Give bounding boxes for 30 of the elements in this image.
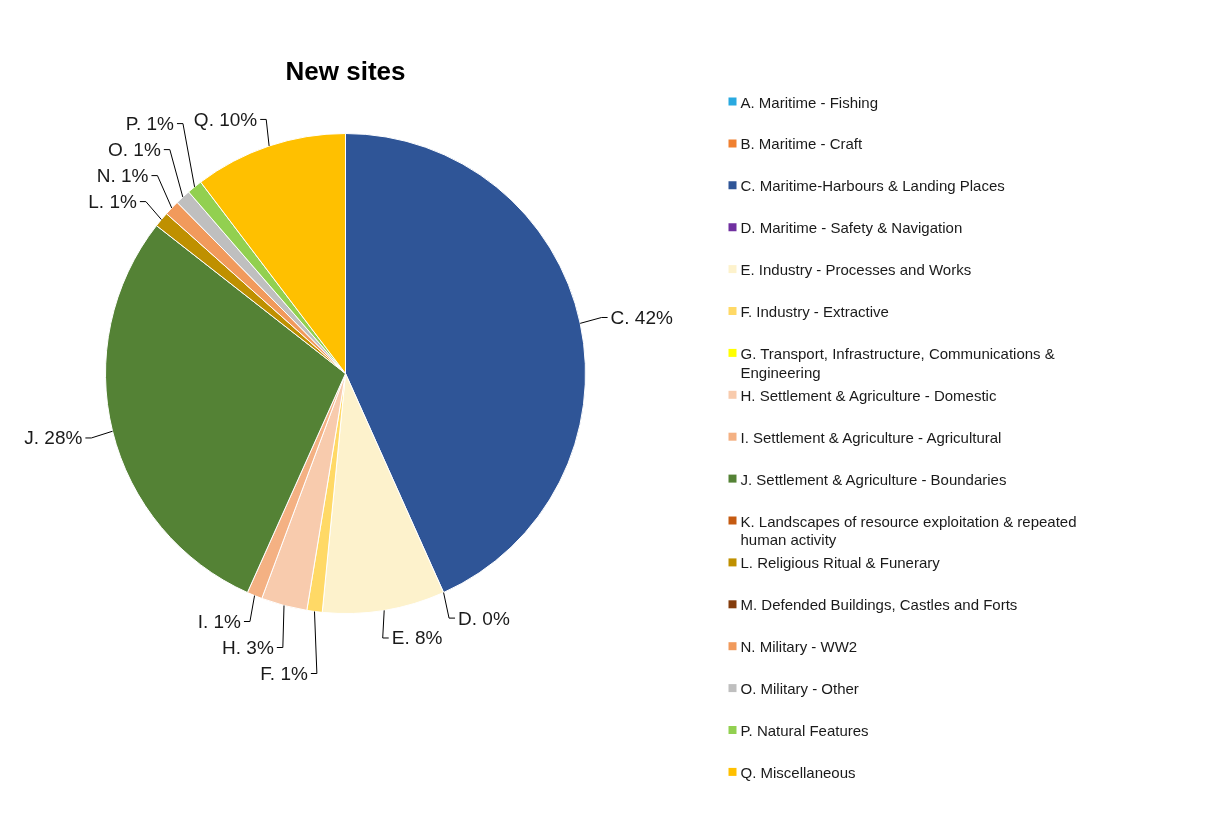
text: D. 0% xyxy=(458,607,510,629)
legend-label: L. Religious Ritual & Funerary xyxy=(740,554,941,572)
legend-label: Q. Miscellaneous xyxy=(740,763,856,781)
legend-label: M. Defended Buildings, Castles and Forts xyxy=(740,596,1018,614)
legend-label: C. Maritime-Harbours & Landing Places xyxy=(740,177,1005,195)
legend-label: G. Transport, Infrastructure, Communications & Engineering xyxy=(740,344,1055,381)
legend-label: P. Natural Features xyxy=(740,722,869,739)
data-label: F. 1% xyxy=(260,663,308,685)
legend-label: E. Industry - Processes and Works xyxy=(740,261,972,279)
data-label: N. 1% xyxy=(96,165,149,187)
legend-label: A. Maritime - Fishing xyxy=(740,93,879,111)
data-label: H. 3% xyxy=(222,637,274,659)
data-label: P. 1% xyxy=(125,113,175,135)
legend-label: O. Military - Other xyxy=(740,680,859,698)
legend-label: B. Maritime - Craft xyxy=(740,135,864,153)
legend-label: J. Settlement & Agriculture - Boundaries xyxy=(740,470,1007,488)
chart-title: New sites xyxy=(285,55,406,86)
legend-label: F. Industry - Extractive xyxy=(740,303,889,320)
legend-label: N. Military - WW2 xyxy=(740,638,858,656)
data-label: E. 8% xyxy=(391,627,443,649)
legend-label: H. Settlement & Agriculture - Domestic xyxy=(740,386,997,404)
legend-label: D. Maritime - Safety & Navigation xyxy=(740,219,963,237)
data-label: O. 1% xyxy=(108,139,161,161)
data-label: I. 1% xyxy=(197,611,242,633)
legend-label: K. Landscapes of resource exploitation & repeated human activity xyxy=(740,512,1077,549)
data-label: Q. 10% xyxy=(193,108,258,130)
legend-label: I. Settlement & Agriculture - Agricultural xyxy=(740,428,1002,446)
data-label: J. 28% xyxy=(24,427,83,449)
data-label: C. 42% xyxy=(610,307,673,328)
data-label: L. 1% xyxy=(88,191,137,213)
